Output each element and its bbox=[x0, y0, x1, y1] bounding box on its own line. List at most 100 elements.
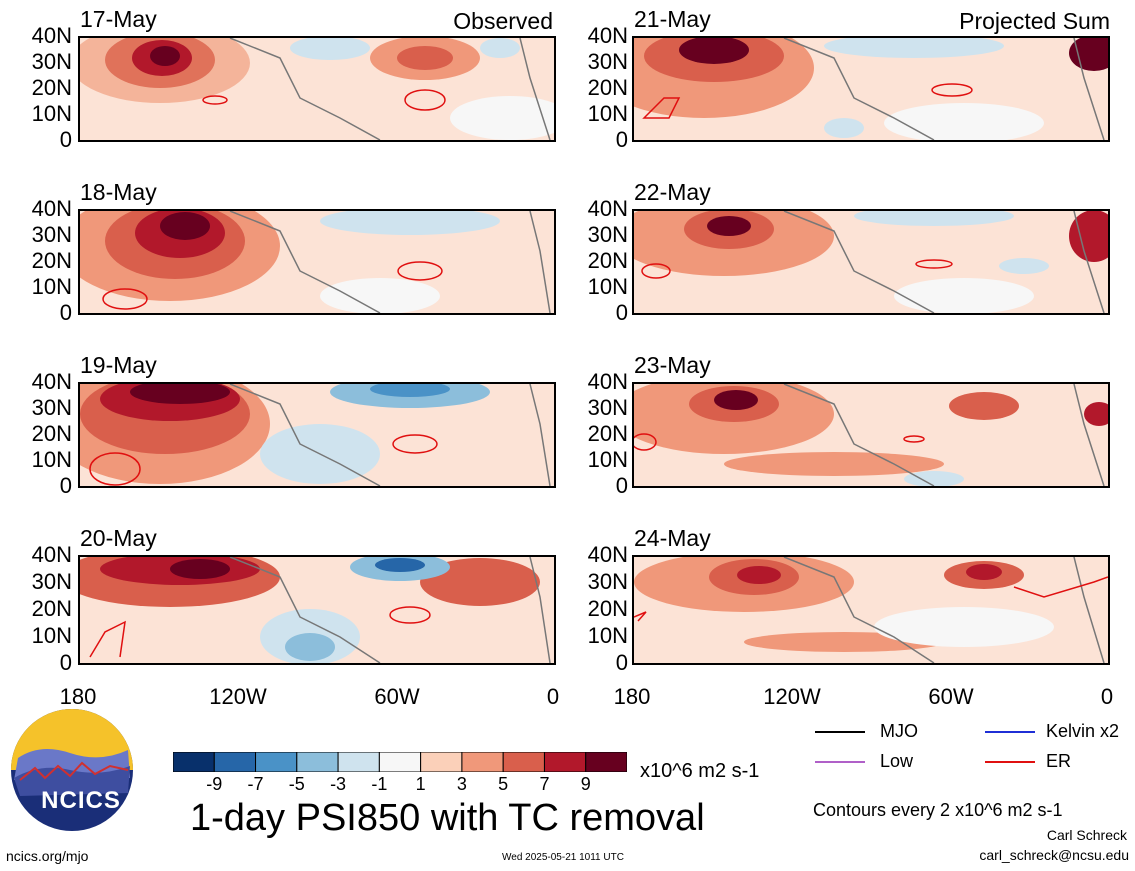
panel-label: Projected Sum bbox=[959, 8, 1110, 34]
panel-label: Observed bbox=[453, 8, 553, 34]
y-tick: 40N bbox=[587, 542, 628, 567]
y-tick: 20N bbox=[31, 421, 72, 446]
field-map bbox=[80, 211, 554, 313]
colorbar-tick: -5 bbox=[288, 774, 305, 794]
y-tick: 40N bbox=[587, 23, 628, 48]
y-tick: 30N bbox=[587, 49, 628, 74]
x-tick-left: 180 bbox=[59, 684, 97, 709]
y-tick: 10N bbox=[31, 447, 72, 472]
legend-line-mjo bbox=[815, 731, 865, 733]
y-tick: 20N bbox=[587, 248, 628, 273]
colorbar-tick: -3 bbox=[330, 774, 347, 794]
map-panel bbox=[78, 555, 556, 665]
x-tick-right: 60W bbox=[928, 684, 974, 709]
y-tick: 30N bbox=[587, 395, 628, 420]
y-tick: 10N bbox=[587, 623, 628, 648]
y-tick: 0 bbox=[59, 127, 72, 152]
y-tick: 40N bbox=[31, 542, 72, 567]
colorbar-tick: 7 bbox=[539, 774, 550, 794]
field-map bbox=[634, 38, 1108, 140]
panel-date: 21-May bbox=[634, 6, 711, 32]
field-map bbox=[634, 211, 1108, 313]
map-panel bbox=[632, 382, 1110, 488]
y-tick: 30N bbox=[587, 222, 628, 247]
y-tick: 10N bbox=[31, 623, 72, 648]
field-map bbox=[80, 384, 554, 486]
colorbar-tick: 1 bbox=[415, 774, 426, 794]
colorbar-swatch bbox=[502, 752, 545, 772]
colorbar-swatch bbox=[461, 752, 504, 772]
legend-label-mjo: MJO bbox=[880, 721, 918, 741]
y-tick: 40N bbox=[31, 196, 72, 221]
map-panel bbox=[632, 555, 1110, 665]
author-email: carl_schreck@ncsu.edu bbox=[979, 847, 1129, 863]
x-tick-right: 180 bbox=[613, 684, 651, 709]
logo-text: NCICS bbox=[41, 787, 121, 814]
y-tick: 20N bbox=[587, 596, 628, 621]
legend-line-low bbox=[815, 761, 865, 763]
panel-date: 19-May bbox=[80, 352, 157, 378]
field-map bbox=[80, 557, 554, 663]
legend-line-kelvin bbox=[985, 731, 1035, 733]
y-tick: 10N bbox=[31, 101, 72, 126]
x-tick-left: 120W bbox=[209, 684, 267, 709]
x-tick-left: 0 bbox=[546, 684, 560, 709]
colorbar-swatch bbox=[213, 752, 257, 772]
timestamp: Wed 2025-05-21 1011 UTC bbox=[502, 852, 624, 863]
legend-label-er: ER bbox=[1046, 751, 1072, 771]
panel-date: 22-May bbox=[634, 179, 711, 205]
map-panel bbox=[632, 209, 1110, 315]
colorbar-tick: 5 bbox=[498, 774, 509, 794]
y-tick: 0 bbox=[615, 300, 628, 325]
y-tick: 20N bbox=[31, 75, 72, 100]
author: Carl Schreck bbox=[1046, 827, 1127, 843]
y-tick: 10N bbox=[587, 274, 628, 299]
field-map bbox=[634, 557, 1108, 663]
colorbar-swatches bbox=[173, 752, 627, 772]
colorbar-swatch bbox=[296, 752, 339, 772]
panel-date: 18-May bbox=[80, 179, 157, 205]
colorbar-swatch bbox=[173, 752, 215, 772]
colorbar-unit: x10^6 m2 s-1 bbox=[640, 760, 760, 782]
colorbar-swatch bbox=[337, 752, 380, 772]
legend-label-low: Low bbox=[880, 751, 914, 771]
y-tick: 0 bbox=[615, 473, 628, 498]
y-tick: 10N bbox=[587, 101, 628, 126]
map-panel bbox=[78, 36, 556, 142]
colorbar-swatch bbox=[543, 752, 587, 772]
y-tick: 20N bbox=[31, 248, 72, 273]
legend-line-er bbox=[985, 761, 1035, 763]
colorbar-tick: -9 bbox=[206, 774, 223, 794]
colorbar-swatch bbox=[378, 752, 422, 772]
y-tick: 0 bbox=[615, 127, 628, 152]
globe-logo-icon bbox=[11, 709, 133, 831]
field-map bbox=[634, 384, 1108, 486]
x-tick-left: 60W bbox=[374, 684, 420, 709]
panel-date: 24-May bbox=[634, 525, 711, 551]
map-panel bbox=[78, 382, 556, 488]
x-tick-right: 0 bbox=[1100, 684, 1114, 709]
chart-title: 1-day PSI850 with TC removal bbox=[190, 797, 705, 839]
panel-date: 20-May bbox=[80, 525, 157, 551]
y-tick: 30N bbox=[31, 222, 72, 247]
x-tick-right: 120W bbox=[763, 684, 821, 709]
y-tick: 30N bbox=[31, 395, 72, 420]
colorbar-swatch bbox=[255, 752, 298, 772]
colorbar-tick: 9 bbox=[580, 774, 591, 794]
map-panel bbox=[632, 36, 1110, 142]
y-tick: 20N bbox=[587, 421, 628, 446]
colorbar-tick: -7 bbox=[247, 774, 264, 794]
y-tick: 0 bbox=[59, 650, 72, 675]
y-tick: 40N bbox=[31, 23, 72, 48]
y-tick: 30N bbox=[31, 49, 72, 74]
y-tick: 40N bbox=[587, 196, 628, 221]
panel-date: 17-May bbox=[80, 6, 157, 32]
y-tick: 20N bbox=[587, 75, 628, 100]
y-tick: 40N bbox=[587, 369, 628, 394]
y-tick: 30N bbox=[587, 569, 628, 594]
y-tick: 40N bbox=[31, 369, 72, 394]
y-tick: 30N bbox=[31, 569, 72, 594]
panel-date: 23-May bbox=[634, 352, 711, 378]
site-link[interactable]: ncics.org/mjo bbox=[6, 848, 89, 864]
contours-note: Contours every 2 x10^6 m2 s-1 bbox=[813, 800, 1063, 820]
